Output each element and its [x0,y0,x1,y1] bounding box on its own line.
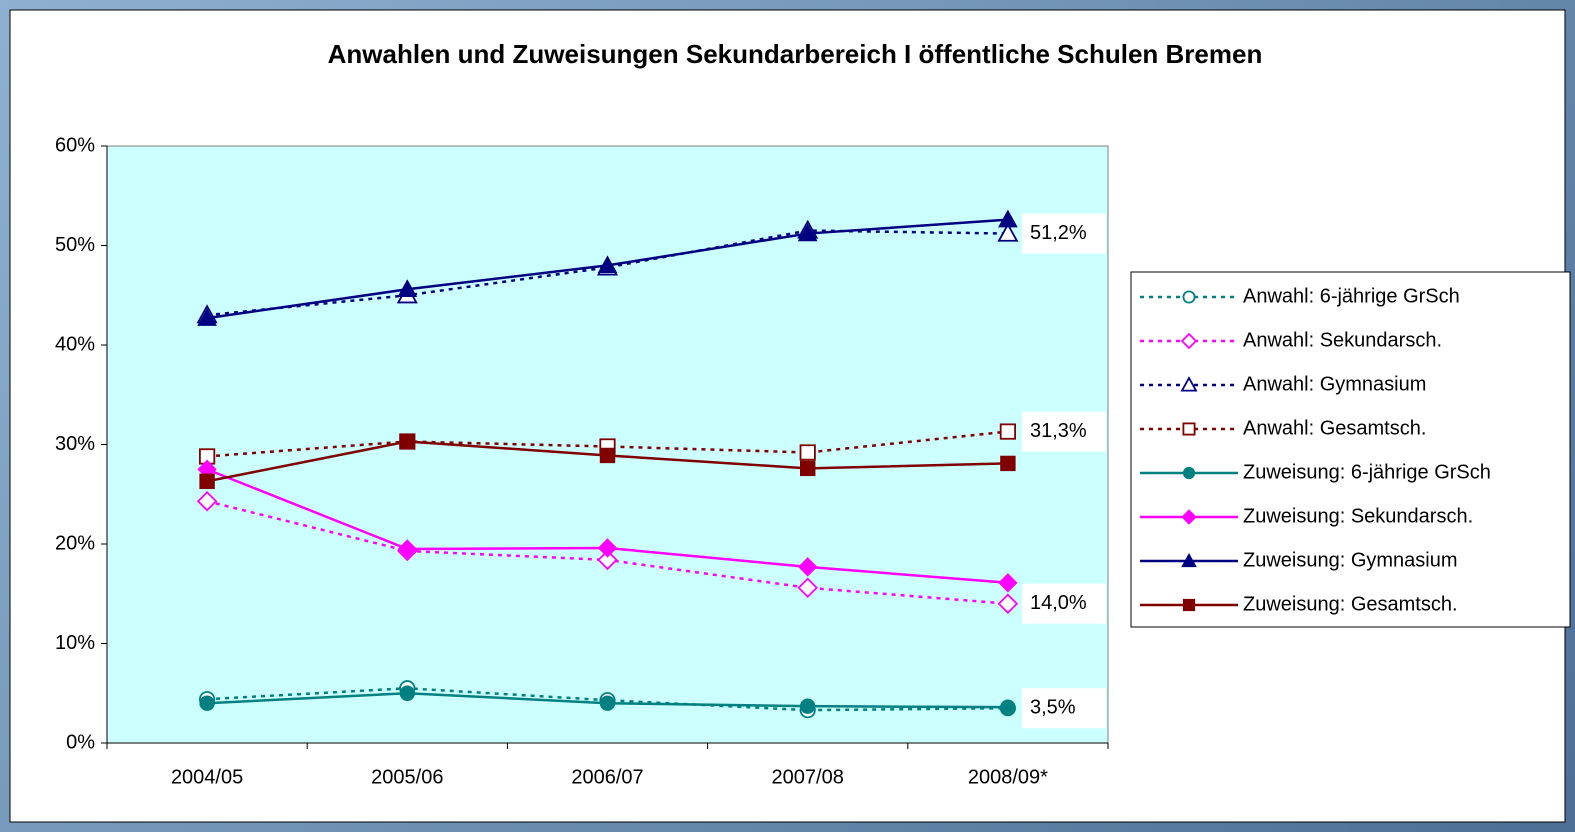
data-label: 31,3% [1030,420,1087,442]
marker [597,549,618,571]
y-tick-label: 20% [55,532,95,554]
x-tick-label: 2004/05 [171,766,243,788]
x-tick-label: 2005/06 [371,766,443,788]
marker [800,460,816,477]
marker [199,473,215,490]
label-box [1022,583,1106,624]
marker [800,698,816,714]
y-tick-label: 60% [55,134,95,156]
y-tick-label: 40% [55,333,95,355]
marker [397,279,418,297]
marker [1182,466,1196,480]
marker [1000,455,1016,472]
legend-label: Zuweisung: Gesamtsch. [1243,593,1458,615]
marker [397,539,418,559]
marker [196,490,218,512]
marker [1182,422,1196,436]
label-box [1022,688,1106,729]
marker [797,557,818,577]
marker [999,423,1017,440]
marker [797,223,818,242]
legend-label: Anwahl: Gesamtsch. [1243,417,1426,439]
legend-label: Zuweisung: Gymnasium [1243,549,1458,571]
legend-label: Zuweisung: 6-jährige GrSch [1243,461,1491,483]
data-label: 3,5% [1030,696,1076,718]
y-tick-label: 0% [66,731,95,753]
y-tick-label: 10% [55,632,95,654]
marker [197,308,217,326]
marker [799,444,816,461]
marker [599,447,616,464]
marker [998,573,1018,593]
marker [599,695,616,711]
legend-label: Anwahl: 6-jährige GrSch [1243,285,1460,307]
label-box [1022,411,1106,452]
marker [997,222,1019,242]
marker [399,433,416,450]
marker [597,255,618,274]
series-line [207,687,1008,712]
marker [1000,699,1016,715]
marker [1181,509,1197,525]
y-tick-label: 50% [55,234,95,256]
legend [1130,271,1571,628]
chart-title: Anwahlen und Zuweisungen Sekundarbereich… [328,39,1263,69]
series-line [207,430,1009,458]
legend-label: Anwahl: Sekundarsch. [1243,329,1442,351]
x-tick-label: 2006/07 [571,766,643,788]
x-tick-label: 2008/09* [968,766,1048,788]
marker [998,209,1018,228]
marker [1180,376,1198,392]
marker [399,685,415,701]
marker [1182,598,1196,612]
x-tick-label: 2007/08 [772,766,844,788]
legend-label: Anwahl: Gymnasium [1243,373,1426,395]
label-box [1022,213,1106,254]
marker [1181,552,1197,568]
marker [797,577,818,599]
data-label: 51,2% [1030,222,1087,244]
marker [1180,332,1198,350]
data-label: 14,0% [1030,592,1087,614]
legend-label: Zuweisung: Sekundarsch. [1243,505,1473,527]
marker [1182,290,1196,304]
marker [597,538,618,558]
marker [199,695,215,711]
marker [997,593,1019,614]
y-tick-label: 30% [55,433,95,455]
